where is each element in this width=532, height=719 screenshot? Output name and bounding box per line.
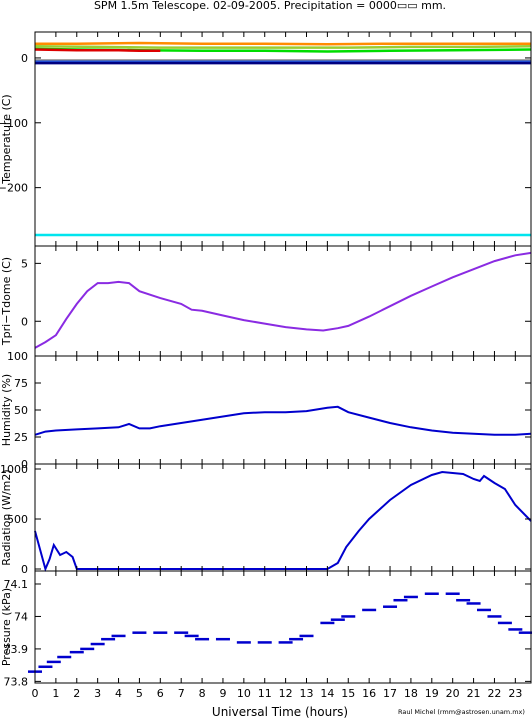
x-tick-label: 10 xyxy=(237,687,251,700)
x-tick-label: 20 xyxy=(446,687,460,700)
y-tick-label: 75 xyxy=(14,377,28,390)
x-tick-label: 22 xyxy=(487,687,501,700)
y-tick-label: 0 xyxy=(21,315,28,328)
panel-frame xyxy=(34,245,532,357)
y-tick-label: 0 xyxy=(21,52,28,65)
x-tick-label: 11 xyxy=(258,687,272,700)
series-line-temp_olive xyxy=(34,45,532,49)
x-tick-label: 16 xyxy=(362,687,376,700)
x-tick-label: 6 xyxy=(157,687,164,700)
series-line-temp_orange xyxy=(35,41,531,46)
y-axis-label: Humidity (%) xyxy=(0,374,13,446)
panel-frame xyxy=(34,463,532,572)
y-tick-label: 73.9 xyxy=(4,643,29,656)
x-tick-label: 21 xyxy=(467,687,481,700)
x-tick-label: 15 xyxy=(341,687,355,700)
x-tick-label: 0 xyxy=(32,687,39,700)
y-tick-label: 74 xyxy=(14,610,28,623)
y-tick-label: 25 xyxy=(14,431,28,444)
panel-2: 0 5 Tpri−Tdome (C) xyxy=(0,245,532,357)
series-line-blue xyxy=(34,405,532,436)
y-axis-label: Pressure (kPa) xyxy=(0,588,13,666)
panel-frame xyxy=(34,570,532,684)
series-line-blue xyxy=(34,470,532,573)
y-tick-label: 100 xyxy=(7,350,28,363)
y-tick-label: −100 xyxy=(0,117,28,130)
x-tick-label: 4 xyxy=(115,687,122,700)
series-line-purple xyxy=(34,251,532,349)
x-tick-label: 8 xyxy=(199,687,206,700)
chart-title: SPM 1.5m Telescope. 02-09-2005. Precipit… xyxy=(94,0,446,12)
y-tick-label: 50 xyxy=(14,404,28,417)
y-tick-label: 1000 xyxy=(0,463,28,476)
y-tick-label: 500 xyxy=(7,513,28,526)
y-tick-label: 73.8 xyxy=(4,675,29,688)
panel-frame xyxy=(34,355,532,465)
y-tick-label: 0 xyxy=(21,563,28,576)
x-tick-label: 14 xyxy=(320,687,334,700)
y-axis-label: Temperature (C) xyxy=(0,94,13,184)
x-tick-label: 3 xyxy=(94,687,101,700)
x-tick-label: 9 xyxy=(219,687,226,700)
y-tick-label: −200 xyxy=(0,182,28,195)
panel-3: 0 25 50 75 100 Humidity (%) xyxy=(0,350,532,471)
x-axis-label: Universal Time (hours) xyxy=(212,705,348,719)
x-tick-label: 18 xyxy=(404,687,418,700)
x-tick-label: 2 xyxy=(73,687,80,700)
x-tick-label: 23 xyxy=(508,687,522,700)
series-line-temp_red xyxy=(34,48,161,53)
y-axis-label: Radiation (W/m2) xyxy=(0,469,13,565)
x-tick-label: 13 xyxy=(299,687,313,700)
x-tick-label: 17 xyxy=(383,687,397,700)
y-axis-label: Tpri−Tdome (C) xyxy=(0,257,13,346)
x-tick-label: 7 xyxy=(178,687,185,700)
y-tick-label: 74.1 xyxy=(4,578,29,591)
y-tick-label: 0 xyxy=(21,458,28,471)
credit-text: Raul Michel (rmm@astrosen.unam.mx) xyxy=(398,708,525,716)
y-tick-label: 5 xyxy=(21,257,28,270)
x-tick-label: 1 xyxy=(52,687,59,700)
x-tick-label: 19 xyxy=(425,687,439,700)
x-tick-label: 12 xyxy=(279,687,293,700)
x-tick-label: 5 xyxy=(136,687,143,700)
x-axis: 0 1 2 3 4 5 6 7 8 9 10 11 12 13 14 15 16 17 18 19 20 21 22 23 xyxy=(32,687,523,700)
